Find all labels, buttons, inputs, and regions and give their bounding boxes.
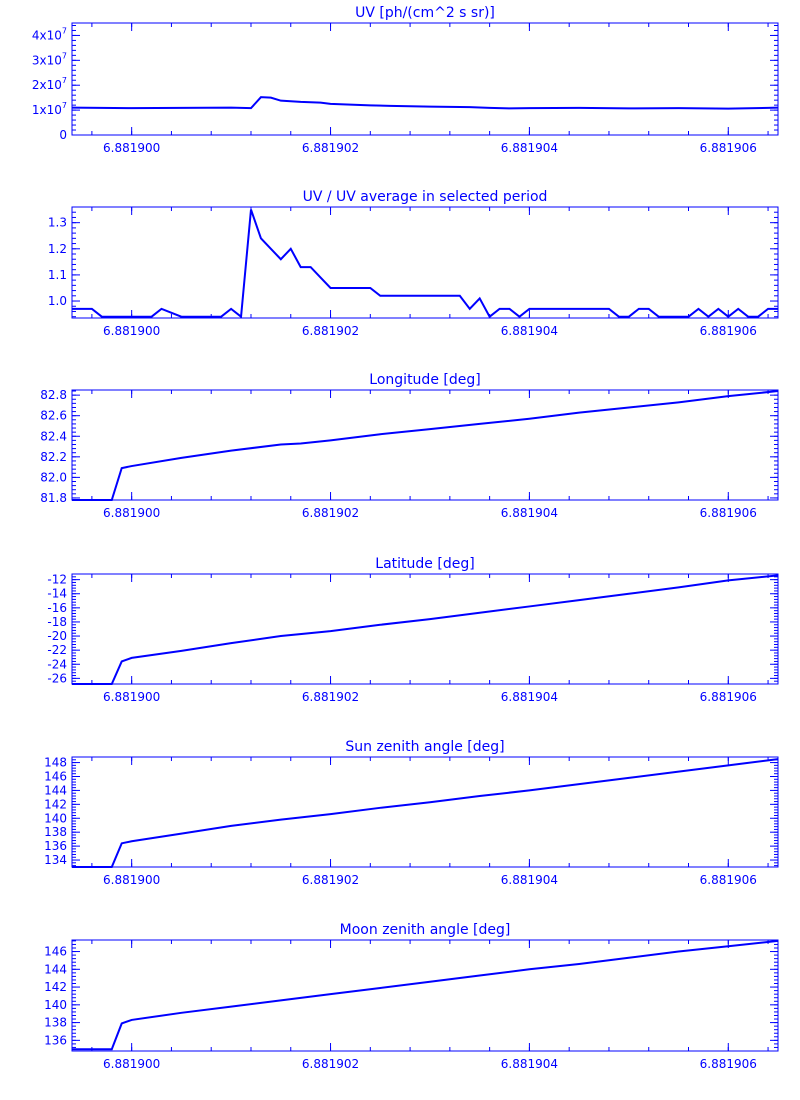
x-tick-label: 6.881906 <box>700 506 757 520</box>
y-tick-label: 82.8 <box>40 388 67 402</box>
x-tick-label: 6.881900 <box>103 324 160 338</box>
y-tick-label: 1.0 <box>48 294 67 308</box>
x-tick-label: 6.881904 <box>501 1057 558 1071</box>
x-tick-label: 6.881900 <box>103 690 160 704</box>
y-tick-label: 144 <box>44 962 67 976</box>
y-tick-label: 4x107 <box>32 26 67 42</box>
x-tick-label: 6.881906 <box>700 873 757 887</box>
x-tick-label: 6.881900 <box>103 1057 160 1071</box>
y-tick-label: -18 <box>47 615 67 629</box>
plot-frame <box>71 573 779 685</box>
chart-title: UV [ph/(cm^2 s sr)] <box>355 5 495 21</box>
chart-title: Moon zenith angle [deg] <box>340 922 511 938</box>
x-tick-label: 6.881902 <box>302 690 359 704</box>
y-tick-label: 144 <box>44 783 67 797</box>
x-tick-label: 6.881904 <box>501 324 558 338</box>
x-tick-label: 6.881900 <box>103 506 160 520</box>
x-tick-label: 6.881906 <box>700 141 757 155</box>
y-tick-label: 136 <box>44 1033 67 1047</box>
plot-frame <box>71 939 779 1052</box>
x-tick-label: 6.881906 <box>700 324 757 338</box>
y-tick-label: -16 <box>47 601 67 615</box>
x-tick-label: 6.881900 <box>103 141 160 155</box>
series-line <box>71 96 779 110</box>
series-line <box>72 758 779 868</box>
y-tick-label: 1.3 <box>48 216 67 230</box>
x-tick-label: 6.881902 <box>302 141 359 155</box>
y-tick-label: 3x107 <box>32 51 67 67</box>
series-line <box>72 939 779 1051</box>
y-tick-label: 138 <box>44 1016 67 1030</box>
chart-panel-6: Moon zenith angle [deg] 6.881900 6.881902 6… <box>44 922 779 1071</box>
y-tick-label: 142 <box>44 980 67 994</box>
y-tick-label: 140 <box>44 998 67 1012</box>
y-tick-label: 134 <box>44 853 67 867</box>
y-tick-label: 82.0 <box>40 470 67 484</box>
y-tick-label: 146 <box>44 769 67 783</box>
plot-frame <box>71 22 779 136</box>
plot-frame <box>71 389 779 501</box>
chart-panel-1: UV [ph/(cm^2 s sr)] 6.881900 6.881902 6.881… <box>32 5 779 155</box>
y-tick-label: -12 <box>47 573 67 587</box>
chart-title: Longitude [deg] <box>369 372 480 388</box>
y-tick-label: 1.2 <box>48 242 67 256</box>
chart-title: Latitude [deg] <box>375 556 474 572</box>
y-tick-label: -26 <box>47 671 67 685</box>
plot-frame <box>71 206 779 319</box>
chart-panel-2: UV / UV average in selected period 6.8819… <box>48 189 779 338</box>
y-tick-label: 0 <box>59 128 67 142</box>
x-tick-label: 6.881900 <box>103 873 160 887</box>
y-tick-label: 142 <box>44 797 67 811</box>
y-tick-label: 148 <box>44 756 67 770</box>
y-tick-label: 2x107 <box>32 76 67 92</box>
x-tick-label: 6.881902 <box>302 506 359 520</box>
x-tick-label: 6.881902 <box>302 324 359 338</box>
y-tick-label: -14 <box>47 587 67 601</box>
chart-panel-3: Longitude [deg] 6.881900 6.881902 6.881904 6… <box>40 372 779 520</box>
y-tick-label: -24 <box>47 657 67 671</box>
x-tick-label: 6.881904 <box>501 873 558 887</box>
y-tick-label: 82.6 <box>40 409 67 423</box>
y-tick-label: 136 <box>44 839 67 853</box>
chart-panel-4: Latitude [deg] 6.881900 6.881902 6.881904 6.… <box>47 556 779 704</box>
y-tick-label: 1.1 <box>48 268 67 282</box>
y-tick-label: 140 <box>44 811 67 825</box>
x-tick-label: 6.881906 <box>700 690 757 704</box>
plot-frame <box>71 756 779 868</box>
y-tick-label: 81.8 <box>40 491 67 505</box>
y-tick-label: 138 <box>44 825 67 839</box>
x-tick-label: 6.881904 <box>501 141 558 155</box>
y-tick-label: -20 <box>47 629 67 643</box>
y-tick-label: 82.2 <box>40 450 67 464</box>
x-tick-label: 6.881902 <box>302 873 359 887</box>
chart-title: UV / UV average in selected period <box>303 189 548 205</box>
x-tick-label: 6.881906 <box>700 1057 757 1071</box>
y-tick-label: 146 <box>44 945 67 959</box>
series-line <box>72 390 779 501</box>
y-tick-label: -22 <box>47 643 67 657</box>
y-tick-label: 1x107 <box>32 101 67 117</box>
y-tick-label: 82.4 <box>40 429 67 443</box>
series-line <box>72 574 779 685</box>
x-tick-label: 6.881904 <box>501 506 558 520</box>
series-line <box>72 209 778 319</box>
chart-title: Sun zenith angle [deg] <box>345 739 504 755</box>
x-tick-label: 6.881902 <box>302 1057 359 1071</box>
x-tick-label: 6.881904 <box>501 690 558 704</box>
chart-panel-5: Sun zenith angle [deg] 6.881900 6.881902 6.… <box>44 739 779 887</box>
